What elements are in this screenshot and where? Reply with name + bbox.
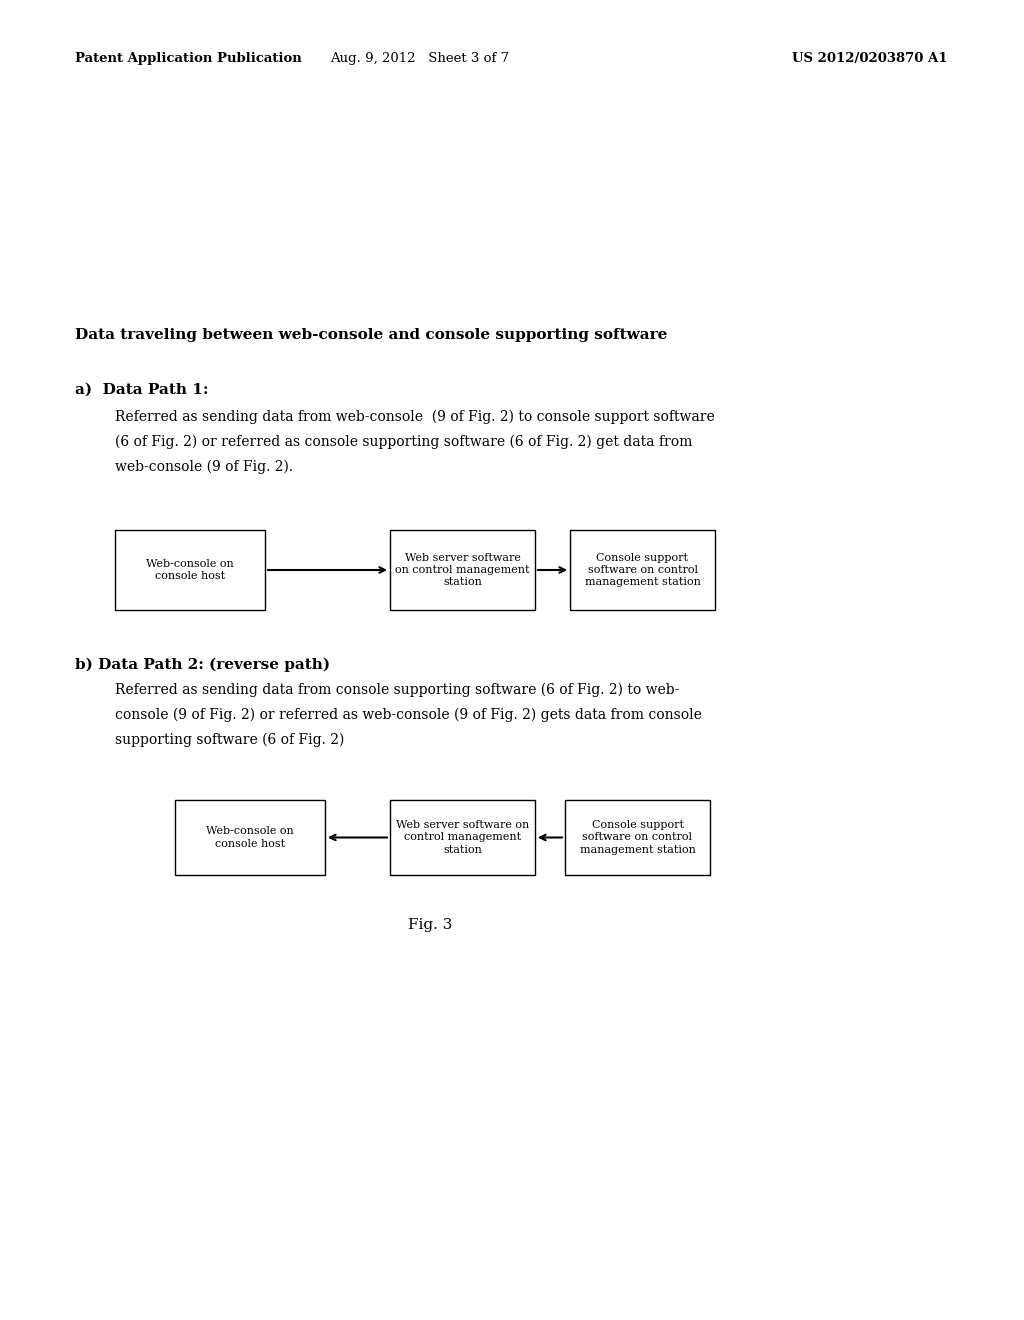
Text: Data traveling between web-console and console supporting software: Data traveling between web-console and c… xyxy=(75,327,668,342)
Text: Aug. 9, 2012   Sheet 3 of 7: Aug. 9, 2012 Sheet 3 of 7 xyxy=(331,51,510,65)
FancyBboxPatch shape xyxy=(565,800,710,875)
Text: Patent Application Publication: Patent Application Publication xyxy=(75,51,302,65)
Text: Web server software on
control management
station: Web server software on control managemen… xyxy=(396,820,529,855)
FancyBboxPatch shape xyxy=(390,531,535,610)
Text: Web-console on
console host: Web-console on console host xyxy=(146,558,233,581)
Text: Referred as sending data from web-console  (9 of Fig. 2) to console support soft: Referred as sending data from web-consol… xyxy=(115,411,715,425)
FancyBboxPatch shape xyxy=(115,531,265,610)
FancyBboxPatch shape xyxy=(175,800,325,875)
Text: a)  Data Path 1:: a) Data Path 1: xyxy=(75,383,209,397)
FancyBboxPatch shape xyxy=(570,531,715,610)
Text: Referred as sending data from console supporting software (6 of Fig. 2) to web-: Referred as sending data from console su… xyxy=(115,682,679,697)
Text: Web-console on
console host: Web-console on console host xyxy=(206,826,294,849)
Text: Fig. 3: Fig. 3 xyxy=(408,917,453,932)
Text: Console support
software on control
management station: Console support software on control mana… xyxy=(580,820,695,855)
Text: (6 of Fig. 2) or referred as console supporting software (6 of Fig. 2) get data : (6 of Fig. 2) or referred as console sup… xyxy=(115,436,692,449)
Text: US 2012/0203870 A1: US 2012/0203870 A1 xyxy=(793,51,948,65)
Text: web-console (9 of Fig. 2).: web-console (9 of Fig. 2). xyxy=(115,459,293,474)
Text: Console support
software on control
management station: Console support software on control mana… xyxy=(585,553,700,587)
Text: console (9 of Fig. 2) or referred as web-console (9 of Fig. 2) gets data from co: console (9 of Fig. 2) or referred as web… xyxy=(115,708,701,722)
Text: b) Data Path 2: (reverse path): b) Data Path 2: (reverse path) xyxy=(75,657,330,672)
FancyBboxPatch shape xyxy=(390,800,535,875)
Text: Web server software
on control management
station: Web server software on control managemen… xyxy=(395,553,529,587)
Text: supporting software (6 of Fig. 2): supporting software (6 of Fig. 2) xyxy=(115,733,344,747)
